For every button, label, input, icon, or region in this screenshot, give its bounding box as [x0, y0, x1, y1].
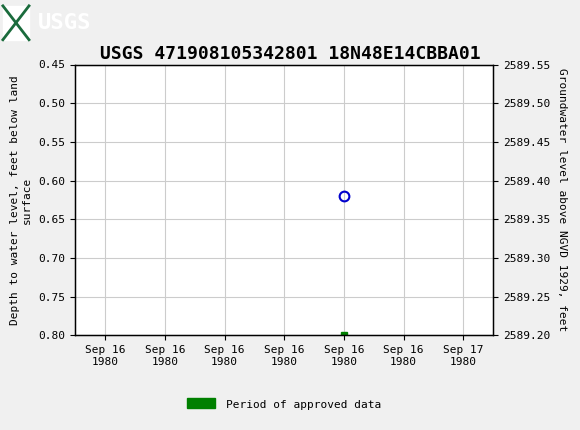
Legend: Period of approved data: Period of approved data — [182, 392, 387, 415]
FancyBboxPatch shape — [3, 6, 29, 40]
Y-axis label: Depth to water level, feet below land
surface: Depth to water level, feet below land su… — [10, 75, 32, 325]
Y-axis label: Groundwater level above NGVD 1929, feet: Groundwater level above NGVD 1929, feet — [557, 68, 567, 332]
Text: USGS 471908105342801 18N48E14CBBA01: USGS 471908105342801 18N48E14CBBA01 — [100, 45, 480, 63]
Text: USGS: USGS — [38, 12, 91, 33]
